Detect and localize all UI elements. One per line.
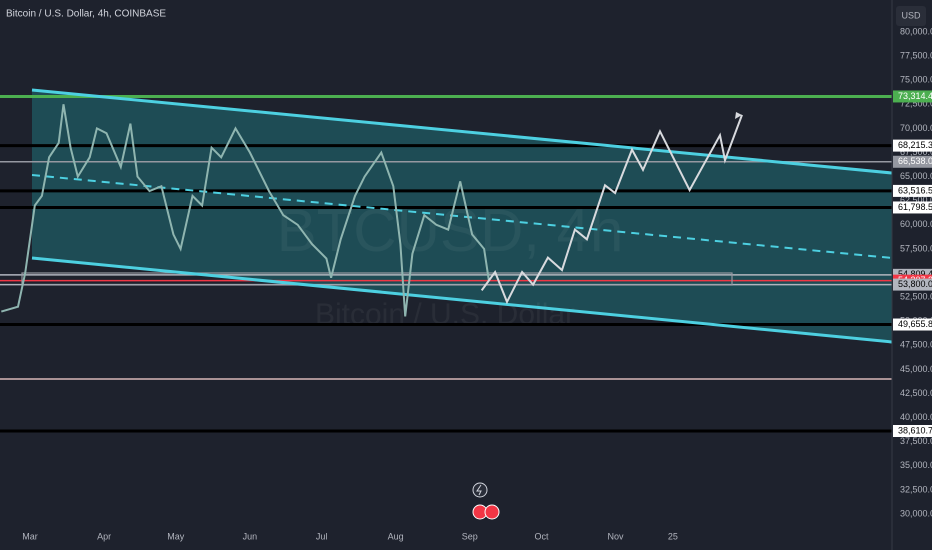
level-label-box — [893, 278, 932, 291]
level-label: 61,798.54 — [898, 202, 932, 212]
x-tick-label: Jul — [316, 531, 328, 541]
y-tick-label: 62,500.00 — [900, 195, 932, 205]
y-tick-label: 32,500.00 — [900, 484, 932, 494]
y-tick-label: 42,500.00 — [900, 388, 932, 398]
currency-button[interactable] — [896, 6, 926, 26]
y-tick-label: 75,000.00 — [900, 75, 932, 85]
y-tick-label: 37,500.00 — [900, 436, 932, 446]
y-tick-label: 40,000.00 — [900, 412, 932, 422]
x-tick-label: 25 — [668, 531, 678, 541]
y-tick-label: 70,000.00 — [900, 123, 932, 133]
level-label-box — [893, 318, 932, 331]
level-label: 53,800.02 — [898, 279, 932, 289]
x-tick-label: Sep — [462, 531, 478, 541]
x-tick-label: May — [167, 531, 185, 541]
currency: USD — [901, 10, 921, 20]
y-tick-label: 65,000.00 — [900, 171, 932, 181]
level-label-box — [893, 155, 932, 168]
plot: Mar Apr May Jun Jul Aug Sep Oct Nov 25 — [1, 104, 743, 541]
chart-title: Bitcoin / U.S. Dollar, 4h, COINBASE — [6, 9, 166, 20]
level-label: 38,610.70 — [898, 425, 932, 435]
level-label-box — [893, 184, 932, 197]
level-label: 49,655.89 — [898, 319, 932, 329]
x-tick-label: Mar — [22, 531, 38, 541]
y-tick-label: 45,000.00 — [900, 364, 932, 374]
price-line — [480, 114, 743, 305]
y-tick-label: 35,000.00 — [900, 460, 932, 470]
channel-top — [31, 88, 893, 175]
price-line — [1, 104, 490, 317]
y-tick-label: 57,500.00 — [900, 243, 932, 253]
y-tick-label: 72,500.00 — [900, 99, 932, 109]
event-glyph — [476, 484, 482, 496]
y-tick-label: 77,500.00 — [900, 50, 932, 60]
channel-bottom — [31, 256, 893, 344]
x-tick-label: Nov — [608, 531, 625, 541]
level-label: 54,809.49 — [898, 269, 932, 279]
y-tick-label: 80,000.00 — [900, 26, 932, 36]
x-tick-label: Jun — [243, 531, 258, 541]
x-tick-label: Apr — [97, 531, 111, 541]
x-tick-label: Aug — [388, 531, 404, 541]
y-tick-label: 67,500.00 — [900, 147, 932, 157]
range-box — [21, 272, 733, 286]
y-tick-label: 47,500.00 — [900, 340, 932, 350]
event-icon[interactable] — [472, 482, 488, 498]
level-label: 73,314.41 — [898, 91, 932, 101]
y-tick-label: 30,000.00 — [900, 508, 932, 518]
y-tick-label: 52,500.00 — [900, 291, 932, 301]
arrow-head — [735, 112, 742, 119]
level-label-box — [893, 424, 932, 437]
level-label: 66,538.01 — [898, 156, 932, 166]
event-icon[interactable] — [484, 504, 500, 520]
x-tick-label: Oct — [534, 531, 549, 541]
axis-labels: 30,000.00 32,500.00 35,000.00 37,500.00 40,0… — [893, 26, 932, 518]
channel-mid — [31, 174, 893, 259]
level-label-box — [893, 139, 932, 152]
y-tick-label: 60,000.00 — [900, 219, 932, 229]
level-label-box — [893, 201, 932, 214]
level-label-box — [893, 90, 932, 103]
level-label: 68,215.36 — [898, 140, 932, 150]
level-label: 63,516.59 — [898, 185, 932, 195]
